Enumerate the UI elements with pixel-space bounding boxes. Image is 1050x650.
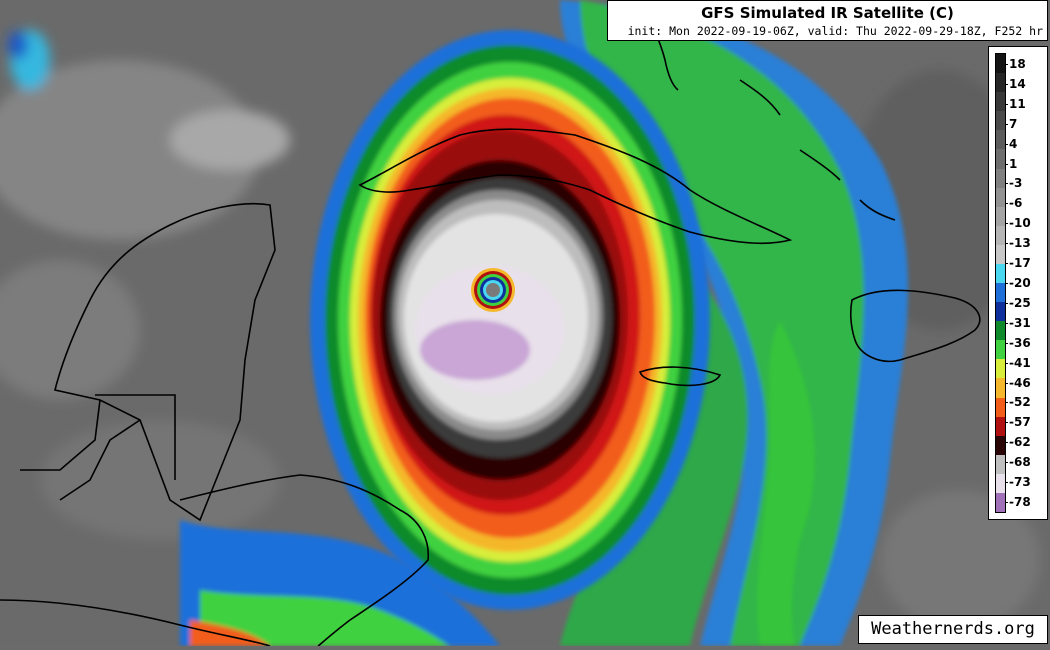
colorbar-segment — [996, 73, 1005, 93]
colorbar-segment — [996, 225, 1005, 246]
colorbar-tick — [1005, 263, 1008, 265]
background-clouds — [0, 30, 1040, 630]
colorbar-label: -68 — [1009, 455, 1031, 470]
colorbar-label: 14 — [1009, 76, 1026, 91]
colorbar-tick — [1005, 302, 1008, 304]
colorbar-segment — [996, 416, 1005, 437]
colorbar-segment — [996, 130, 1005, 150]
colorbar-segment — [996, 168, 1005, 189]
colorbar-label: -57 — [1009, 415, 1031, 430]
colorbar-tick — [1005, 342, 1008, 344]
colorbar-tick — [1005, 243, 1008, 245]
colorbar-segment — [996, 340, 1005, 360]
colorbar-tick — [1005, 442, 1008, 444]
colorbar-segment — [996, 54, 1005, 74]
colorbar-segment — [996, 302, 1005, 322]
colorbar-label: -3 — [1009, 176, 1023, 191]
colorbar-segment — [996, 244, 1005, 265]
colorbar — [995, 53, 1006, 513]
colorbar-label: -62 — [1009, 435, 1031, 450]
colorbar-segment — [996, 263, 1005, 284]
colorbar-segment — [996, 397, 1005, 418]
colorbar-tick — [1005, 83, 1008, 85]
hurricane-cloud-shield — [310, 30, 710, 610]
colorbar-tick — [1005, 362, 1008, 364]
coastlines — [0, 0, 981, 647]
colorbar-label: -13 — [1009, 236, 1031, 251]
colorbar-tick — [1005, 402, 1008, 404]
colorbar-segment — [996, 492, 1005, 513]
colorbar-tick — [1005, 382, 1008, 384]
colorbar-segment — [996, 435, 1005, 456]
colorbar-tick — [1005, 103, 1008, 105]
colorbar-label: -52 — [1009, 395, 1031, 410]
colorbar-tick — [1005, 462, 1008, 464]
colorbar-label: 11 — [1009, 96, 1026, 111]
map-title: GFS Simulated IR Satellite (C) — [701, 4, 954, 22]
colorbar-legend: 18 14 11 7 4 1 -3 -6 -10 -13 -17 -20 -25 -31 -36 -41 -46… — [988, 46, 1048, 520]
colorbar-tick — [1005, 123, 1008, 125]
colorbar-segment — [996, 187, 1005, 208]
colorbar-segment — [996, 359, 1005, 379]
colorbar-tick — [1005, 223, 1008, 225]
colorbar-tick — [1005, 422, 1008, 424]
colorbar-tick — [1005, 163, 1008, 165]
colorbar-label: -78 — [1009, 495, 1031, 510]
colorbar-segment — [996, 92, 1005, 112]
colorbar-label: -31 — [1009, 315, 1031, 330]
colorbar-tick — [1005, 203, 1008, 205]
colorbar-tick — [1005, 502, 1008, 504]
colorbar-segment — [996, 206, 1005, 227]
colorbar-label: -10 — [1009, 216, 1031, 231]
colorbar-label: 18 — [1009, 56, 1026, 71]
colorbar-tick — [1005, 482, 1008, 484]
colorbar-label: -73 — [1009, 475, 1031, 490]
colorbar-tick — [1005, 183, 1008, 185]
colorbar-label: -25 — [1009, 295, 1031, 310]
colorbar-label: -36 — [1009, 335, 1031, 350]
colorbar-label: -41 — [1009, 355, 1031, 370]
colorbar-label: -17 — [1009, 256, 1031, 271]
colorbar-label: -46 — [1009, 375, 1031, 390]
colorbar-tick — [1005, 283, 1008, 284]
watermark: Weathernerds.org — [858, 615, 1048, 644]
map-subtitle: init: Mon 2022-09-19-06Z, valid: Thu 202… — [627, 24, 1043, 38]
colorbar-segment — [996, 454, 1005, 475]
colorbar-segment — [996, 111, 1005, 131]
colorbar-segment — [996, 283, 1005, 303]
colorbar-tick — [1005, 322, 1008, 324]
colorbar-segment — [996, 321, 1005, 341]
colorbar-label: 4 — [1009, 136, 1018, 151]
colorbar-label: 7 — [1009, 116, 1018, 131]
title-box: GFS Simulated IR Satellite (C) init: Mon… — [607, 0, 1048, 41]
hurricane-eye — [471, 268, 515, 312]
colorbar-segment — [996, 473, 1005, 494]
colorbar-tick — [1005, 143, 1008, 145]
colorbar-label: -6 — [1009, 196, 1023, 211]
colorbar-segment — [996, 149, 1005, 169]
colorbar-label: -20 — [1009, 276, 1031, 290]
colorbar-tick — [1005, 63, 1008, 65]
colorbar-label: 1 — [1009, 156, 1018, 171]
colorbar-segment — [996, 378, 1005, 398]
